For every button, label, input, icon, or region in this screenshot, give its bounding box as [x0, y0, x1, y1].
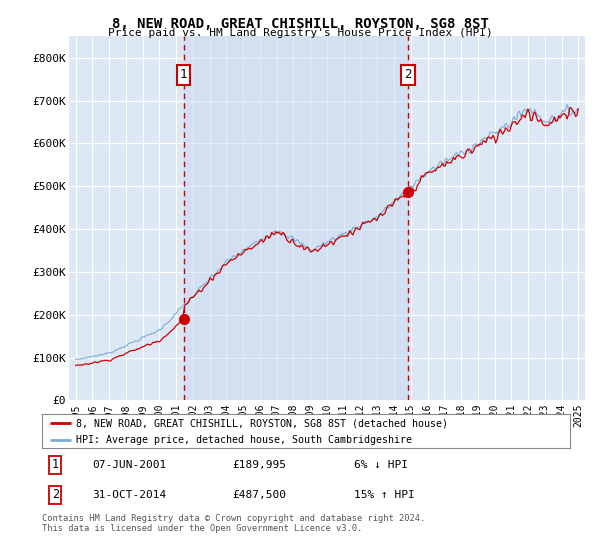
Text: Price paid vs. HM Land Registry's House Price Index (HPI): Price paid vs. HM Land Registry's House …: [107, 28, 493, 38]
Text: 2: 2: [52, 488, 59, 502]
Bar: [184, 36, 408, 400]
Text: £189,995: £189,995: [232, 460, 286, 470]
Text: HPI: Average price, detached house, South Cambridgeshire: HPI: Average price, detached house, Sout…: [76, 435, 412, 445]
Text: Contains HM Land Registry data © Crown copyright and database right 2024.
This d: Contains HM Land Registry data © Crown c…: [42, 514, 425, 534]
Text: 8, NEW ROAD, GREAT CHISHILL, ROYSTON, SG8 8ST (detached house): 8, NEW ROAD, GREAT CHISHILL, ROYSTON, SG…: [76, 418, 448, 428]
Text: 31-OCT-2014: 31-OCT-2014: [92, 490, 166, 500]
Text: 1: 1: [52, 458, 59, 472]
Text: 15% ↑ HPI: 15% ↑ HPI: [353, 490, 414, 500]
Text: 6% ↓ HPI: 6% ↓ HPI: [353, 460, 407, 470]
Text: 8, NEW ROAD, GREAT CHISHILL, ROYSTON, SG8 8ST: 8, NEW ROAD, GREAT CHISHILL, ROYSTON, SG…: [112, 17, 488, 31]
Text: 07-JUN-2001: 07-JUN-2001: [92, 460, 166, 470]
Text: 1: 1: [180, 68, 187, 81]
Text: 2: 2: [404, 68, 412, 81]
Text: £487,500: £487,500: [232, 490, 286, 500]
